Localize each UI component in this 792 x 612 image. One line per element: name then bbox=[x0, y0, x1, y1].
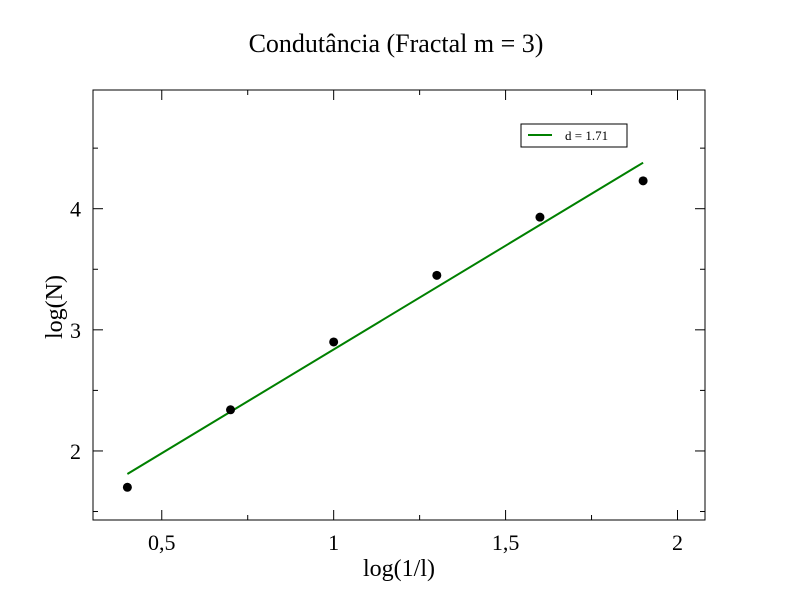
chart-title: Condutância (Fractal m = 3) bbox=[249, 29, 544, 58]
data-point bbox=[535, 212, 545, 222]
series-layer bbox=[122, 161, 648, 492]
legend-box bbox=[520, 123, 628, 148]
x-tick-label: 1,5 bbox=[492, 530, 520, 555]
y-tick-label: 4 bbox=[70, 197, 81, 222]
legend-label: d = 1.71 bbox=[565, 128, 608, 143]
x-tick-label: 2 bbox=[672, 530, 683, 555]
x-tick-label: 1 bbox=[328, 530, 339, 555]
y-tick-label: 3 bbox=[70, 318, 81, 343]
fit-line bbox=[126, 161, 644, 475]
data-point bbox=[638, 176, 648, 186]
x-axis-label: log(1/l) bbox=[363, 556, 435, 582]
data-point bbox=[432, 270, 442, 280]
y-tick-labels: 2 3 4 bbox=[70, 197, 81, 464]
x-tick-label: 0,5 bbox=[148, 530, 176, 555]
data-point bbox=[226, 405, 236, 415]
data-point bbox=[122, 482, 132, 492]
y-tick-label: 2 bbox=[70, 439, 81, 464]
axis-ticks bbox=[93, 90, 705, 520]
data-point bbox=[329, 337, 339, 347]
plot-area bbox=[92, 89, 706, 521]
legend: d = 1.71 bbox=[520, 123, 628, 148]
x-tick-labels: 0,5 1 1,5 2 bbox=[148, 530, 683, 555]
y-axis-label: log(N) bbox=[42, 275, 68, 339]
